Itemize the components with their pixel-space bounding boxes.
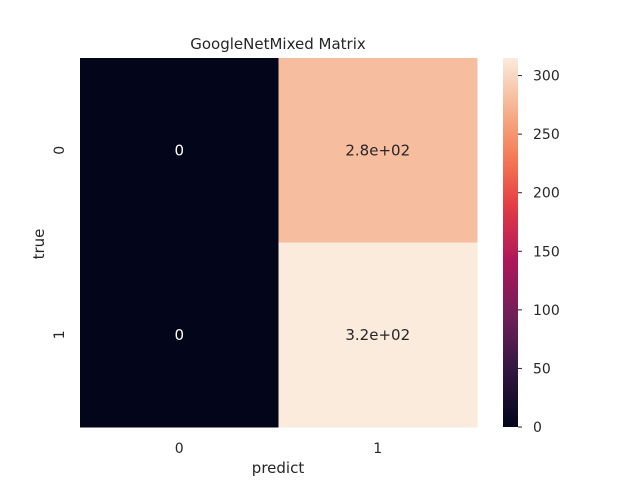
x-axis-label: predict	[252, 459, 305, 477]
colorbar-tick-label: 250	[533, 127, 560, 143]
chart-title: GoogleNetMixed Matrix	[190, 35, 366, 53]
cell-annotations: 0 2.8e+02 0 3.2e+02	[174, 141, 410, 344]
x-tick-label: 1	[373, 441, 382, 457]
heatmap-cell	[278, 58, 478, 243]
heatmap-cell	[80, 242, 279, 428]
colorbar-tick-label: 150	[533, 244, 560, 260]
heatmap-cell	[80, 58, 279, 243]
heatmap-cell	[278, 242, 478, 428]
y-tick-label: 0	[52, 146, 68, 155]
y-axis-label: true	[30, 229, 48, 260]
colorbar-ticks: 0 50 100 150 200 250 300	[518, 69, 560, 436]
cell-annotation: 2.8e+02	[345, 141, 410, 159]
cell-annotation: 0	[174, 326, 184, 344]
cell-annotation: 3.2e+02	[345, 326, 410, 344]
colorbar-tick-label: 50	[533, 361, 551, 377]
colorbar-tick-label: 100	[533, 303, 560, 319]
y-tick-label: 1	[52, 330, 68, 339]
heatmap-cells	[80, 58, 478, 428]
cell-annotation: 0	[174, 141, 184, 159]
colorbar-tick-label: 0	[533, 420, 542, 436]
colorbar	[503, 58, 518, 427]
colorbar-tick-label: 300	[533, 69, 560, 85]
y-axis-ticks: 01	[52, 146, 68, 339]
colorbar-tick-label: 200	[533, 186, 560, 202]
x-tick-label: 0	[175, 441, 184, 457]
